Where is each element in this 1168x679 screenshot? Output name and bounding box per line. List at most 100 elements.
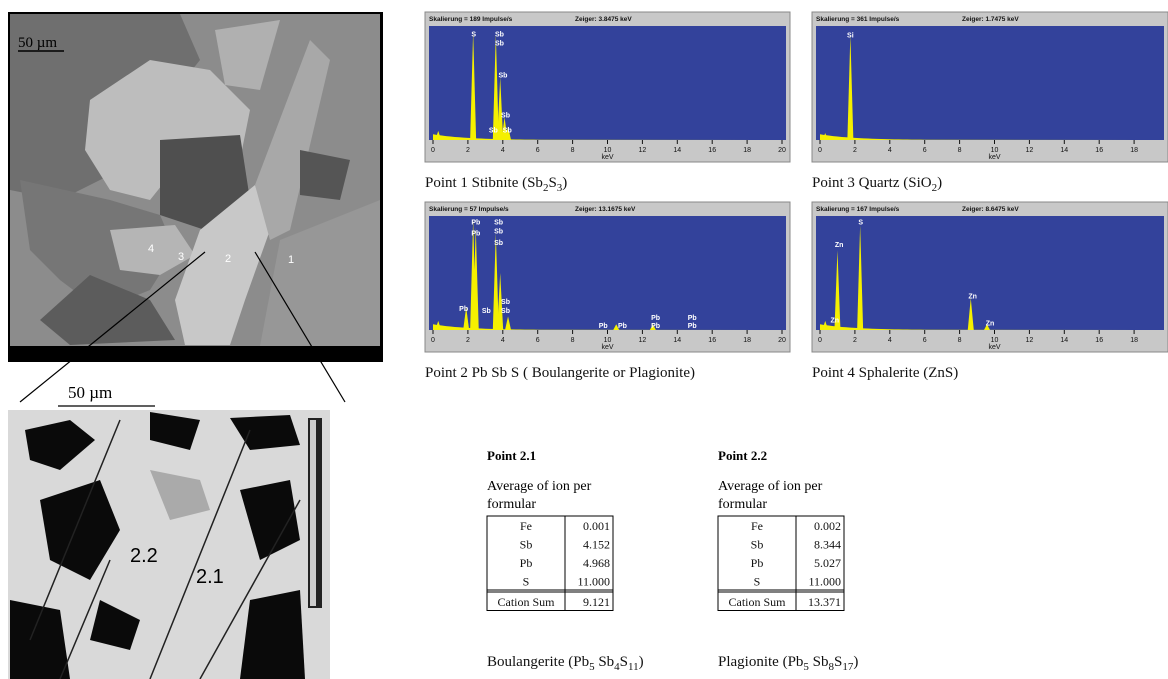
spectrum-background bbox=[433, 134, 782, 140]
element: Fe bbox=[751, 519, 763, 533]
spectrum-peak bbox=[472, 227, 479, 330]
spectrum-plot bbox=[816, 216, 1164, 330]
caption-text: Boulangerite (Pb bbox=[487, 654, 589, 670]
x-tick-label: 10 bbox=[991, 337, 999, 344]
total-label: Cation Sum bbox=[497, 595, 555, 609]
spectrum-peak bbox=[497, 77, 504, 140]
peak-label: Sb bbox=[495, 32, 504, 39]
spectrum-scale: Skalierung = 189 Impulse/s bbox=[429, 16, 513, 23]
x-axis-unit: keV bbox=[601, 154, 613, 161]
x-tick-label: 4 bbox=[888, 147, 892, 154]
ion-value: 11.000 bbox=[577, 575, 610, 589]
element: S bbox=[754, 575, 761, 589]
caption-text: ) bbox=[562, 175, 567, 191]
spectrum-peak bbox=[435, 320, 442, 330]
spectrum-peak bbox=[470, 31, 477, 141]
caption-text: Point 4 Sphalerite (ZnS) bbox=[812, 365, 958, 381]
x-tick-label: 4 bbox=[888, 337, 892, 344]
x-tick-label: 8 bbox=[571, 337, 575, 344]
peak-label: Zn bbox=[835, 242, 844, 249]
x-tick-label: 10 bbox=[604, 147, 612, 154]
peak-label: Pb bbox=[688, 323, 697, 330]
spectrum-background bbox=[820, 134, 1168, 140]
caption: Point 1 Stibnite (Sb2S3) bbox=[425, 175, 567, 194]
element: S bbox=[523, 575, 530, 589]
peak-label: Zn bbox=[830, 317, 839, 324]
peak-label: Pb bbox=[471, 231, 480, 238]
element: Pb bbox=[520, 556, 533, 570]
spectrum-scale: Skalierung = 361 Impulse/s bbox=[816, 16, 900, 23]
spectrum-plot bbox=[429, 216, 786, 330]
table-subtitle: Average of ion per bbox=[487, 479, 592, 494]
x-tick-label: 4 bbox=[501, 337, 505, 344]
peak-label: Zn bbox=[968, 293, 977, 300]
x-tick-label: 10 bbox=[604, 337, 612, 344]
x-tick-label: 18 bbox=[743, 147, 751, 154]
peak-label: Sb bbox=[495, 41, 504, 48]
point-label: 1 bbox=[288, 254, 294, 266]
x-axis-unit: keV bbox=[601, 344, 613, 351]
spectrum-peak bbox=[822, 133, 829, 140]
table-border bbox=[717, 515, 845, 611]
scale-bar-label: 50 µm bbox=[68, 383, 112, 402]
x-tick-label: 0 bbox=[818, 337, 822, 344]
x-tick-label: 18 bbox=[1130, 147, 1138, 154]
spectrum-peak bbox=[497, 273, 504, 330]
peak-label: Sb bbox=[482, 308, 491, 315]
peak-label: Sb bbox=[494, 228, 503, 235]
peak-label: Pb bbox=[651, 323, 660, 330]
ion-table: Point 2.1 Average of ion per formular Fe 0.0… bbox=[486, 448, 614, 611]
ion-value: 4.152 bbox=[583, 538, 610, 552]
element: Fe bbox=[520, 519, 532, 533]
spectrum-scale: Skalierung = 57 Impulse/s bbox=[429, 206, 509, 213]
table-subtitle: formular bbox=[718, 497, 767, 512]
spectrum-peak bbox=[492, 233, 499, 330]
x-axis-unit: keV bbox=[988, 154, 1000, 161]
peak-label: Pb bbox=[599, 323, 608, 330]
element: Sb bbox=[520, 538, 533, 552]
peak-label: Sb bbox=[494, 219, 503, 226]
caption: Point 4 Sphalerite (ZnS) bbox=[812, 365, 958, 381]
spectrum-peak bbox=[983, 324, 990, 330]
x-tick-label: 0 bbox=[431, 337, 435, 344]
point-label: 2.2 bbox=[130, 545, 158, 567]
caption-text: Point 1 Stibnite (Sb bbox=[425, 175, 543, 191]
spectrum-peak bbox=[505, 126, 512, 140]
ion-value: 0.002 bbox=[814, 519, 841, 533]
table-title: Point 2.1 bbox=[487, 448, 536, 463]
subscript: 4 bbox=[614, 661, 620, 673]
x-tick-label: 4 bbox=[501, 147, 505, 154]
spectrum-peak bbox=[847, 35, 854, 141]
spectrum: Skalierung = 167 Impulse/s Zeiger: 8.6475… bbox=[811, 201, 1168, 353]
peak-label: S bbox=[471, 32, 476, 39]
x-tick-label: 18 bbox=[1130, 337, 1138, 344]
caption-text: Point 3 Quartz (SiO bbox=[812, 175, 932, 191]
spectrum-peak bbox=[613, 324, 620, 330]
x-tick-label: 10 bbox=[991, 147, 999, 154]
peak-label: Sb bbox=[503, 127, 512, 134]
caption-text: ) bbox=[937, 175, 942, 191]
table-title: Point 2.2 bbox=[718, 448, 767, 463]
spectrum-plot bbox=[816, 26, 1164, 140]
caption: Plagionite (Pb5 Sb8S17) bbox=[718, 654, 858, 673]
peak-label: Pb bbox=[688, 315, 697, 322]
x-tick-label: 2 bbox=[853, 147, 857, 154]
x-tick-label: 12 bbox=[1026, 147, 1034, 154]
subscript: 5 bbox=[589, 661, 595, 673]
spectrum-cursor: Zeiger: 13.1675 keV bbox=[575, 206, 636, 213]
spectrum-peak bbox=[492, 33, 499, 141]
x-axis-unit: keV bbox=[988, 344, 1000, 351]
point-label: 4 bbox=[148, 243, 154, 255]
x-tick-label: 6 bbox=[923, 147, 927, 154]
element: Pb bbox=[751, 556, 764, 570]
x-tick-label: 8 bbox=[958, 147, 962, 154]
caption-text: Sb bbox=[595, 654, 615, 670]
x-tick-label: 20 bbox=[778, 337, 786, 344]
peak-label: Sb bbox=[501, 308, 510, 315]
x-tick-label: 2 bbox=[466, 147, 470, 154]
peak-label: Sb bbox=[494, 240, 503, 247]
ion-value: 5.027 bbox=[814, 556, 841, 570]
ion-value: 0.001 bbox=[583, 519, 610, 533]
caption: Boulangerite (Pb5 Sb4S11) bbox=[487, 654, 644, 673]
spectrum-cursor: Zeiger: 1.7475 keV bbox=[962, 16, 1019, 23]
